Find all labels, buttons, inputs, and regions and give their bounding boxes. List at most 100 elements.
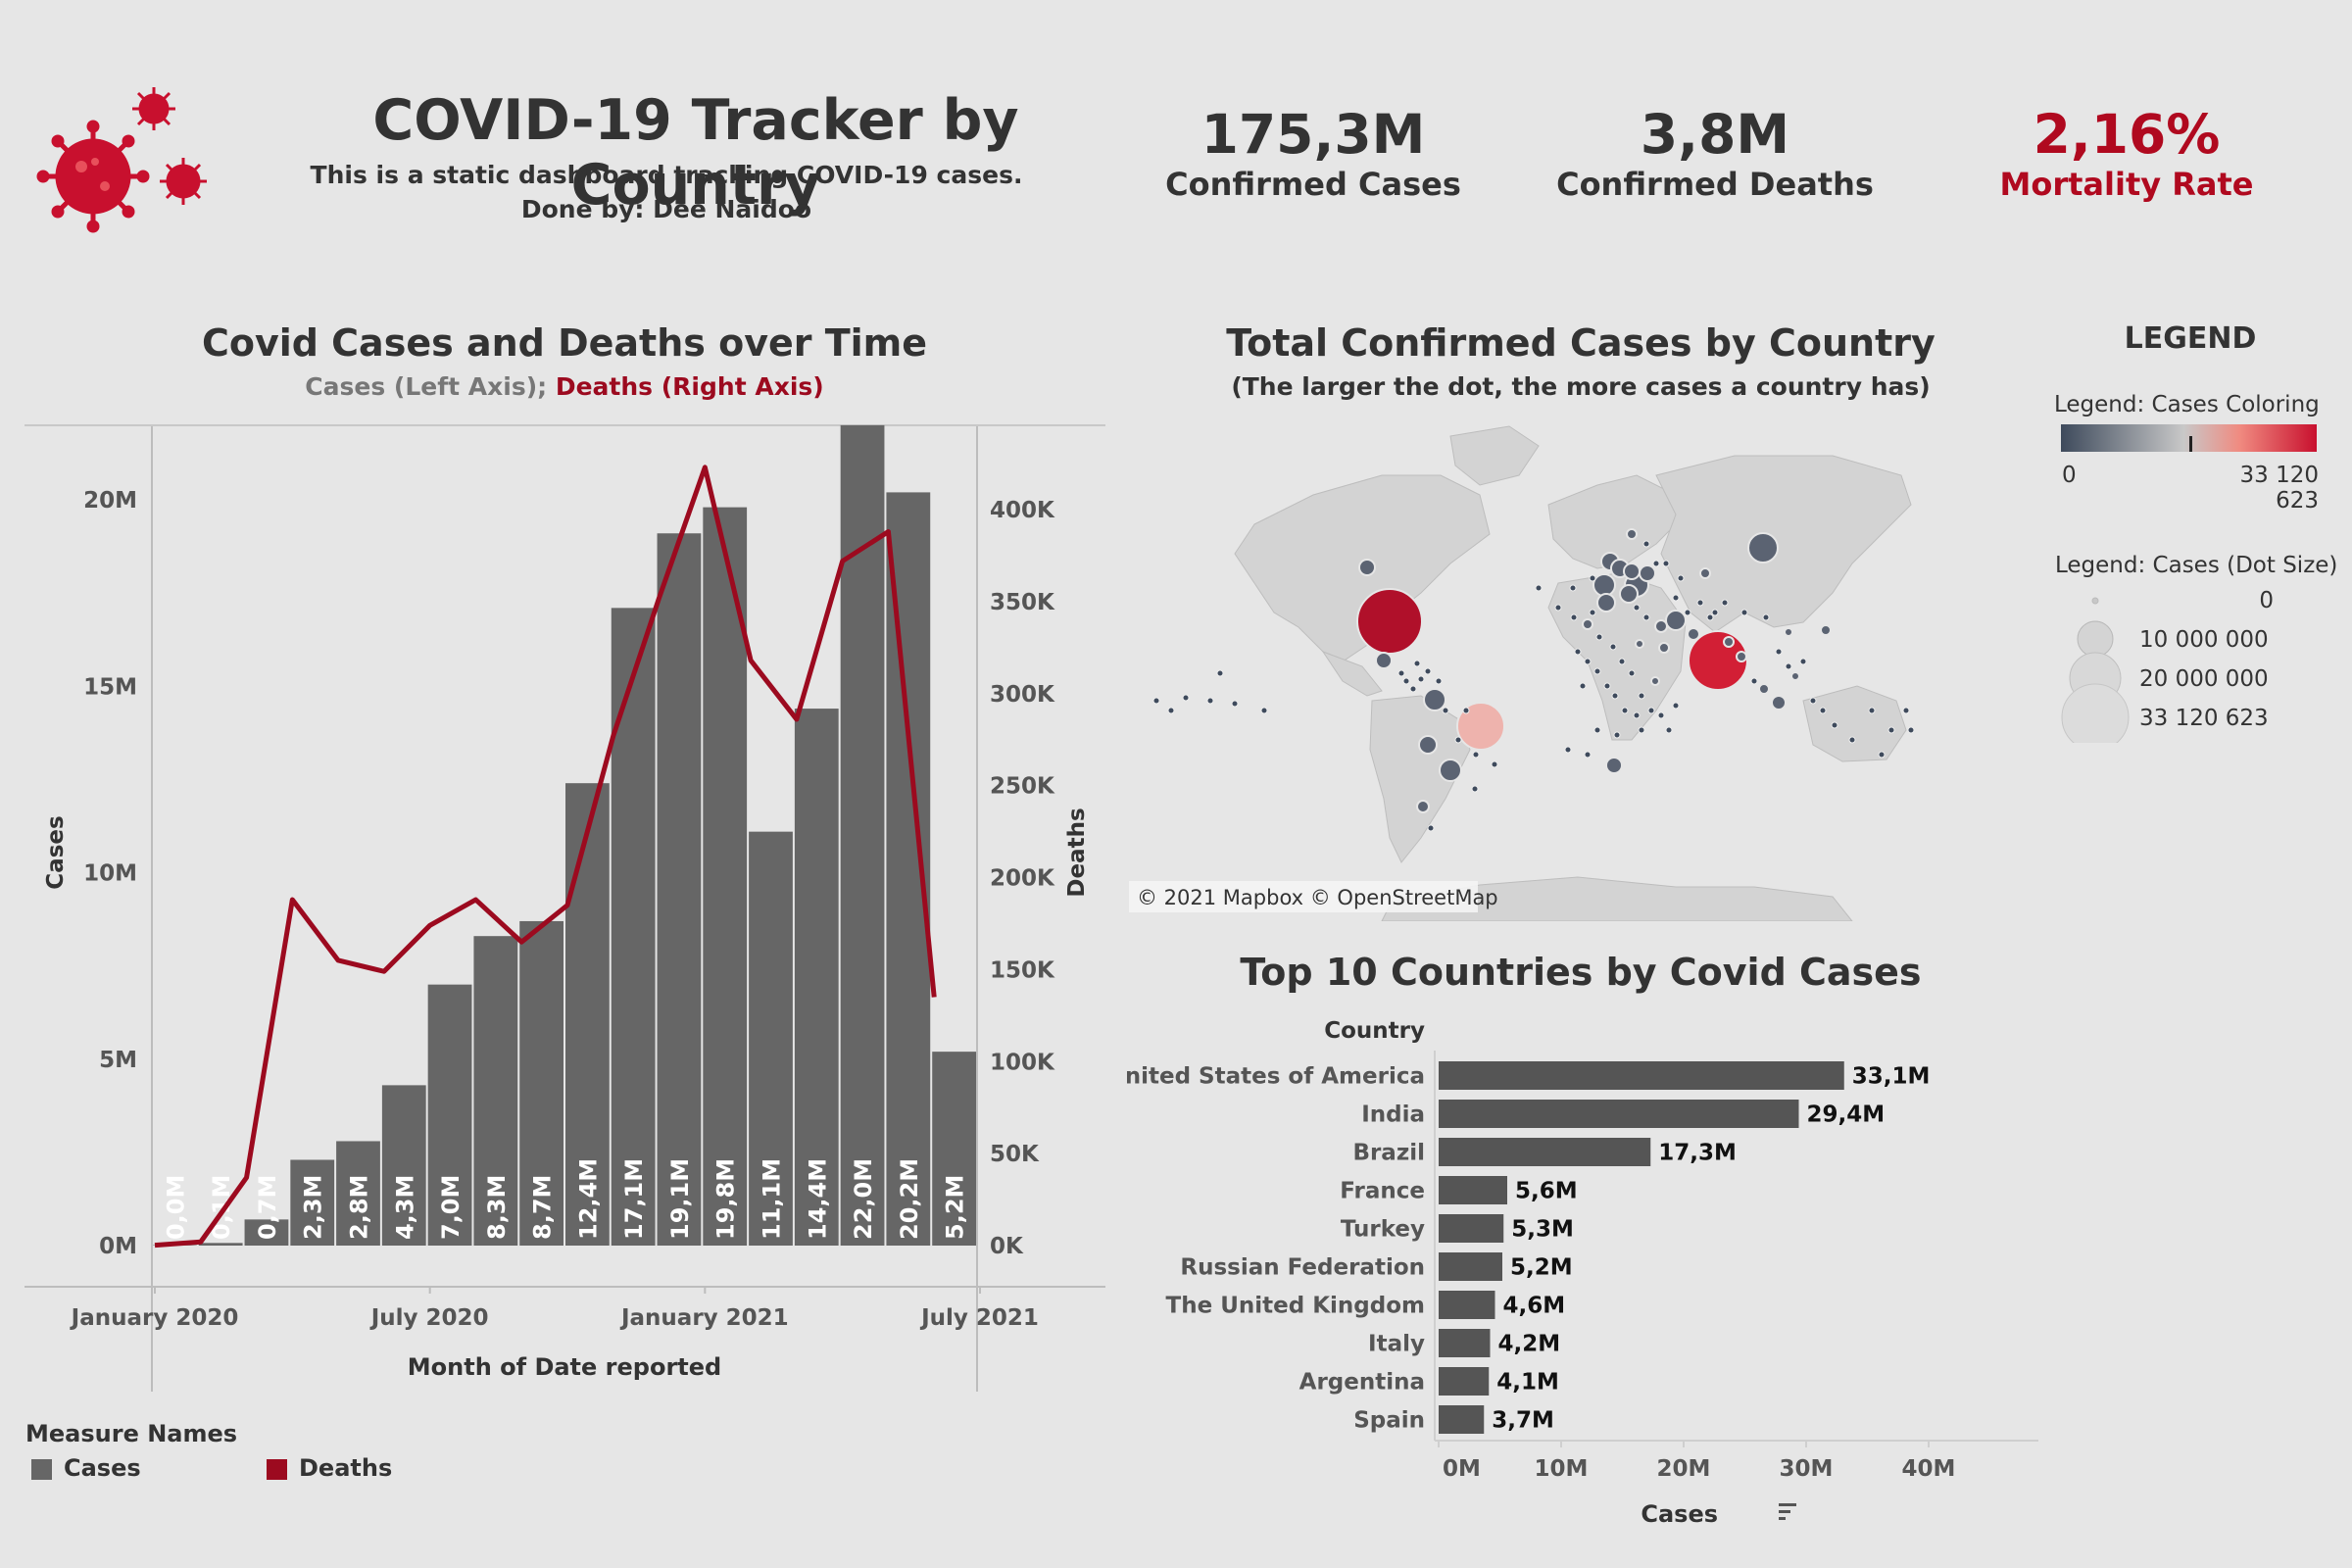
asia-shape <box>1655 455 1912 633</box>
kpi-label: Mortality Rate <box>1999 166 2254 203</box>
size-dot-0 <box>2091 597 2099 605</box>
left-tick-label: 15M <box>83 674 137 700</box>
size-legend-label-33m: 33 120 623 <box>2139 706 2269 731</box>
cases-bar <box>290 1159 335 1246</box>
sort-descending-icon[interactable] <box>1779 1503 1796 1520</box>
country-label: Russian Federation <box>1180 1255 1425 1281</box>
canada-dot <box>1358 559 1376 576</box>
country-dots <box>1152 528 1915 832</box>
country-dot-small <box>1442 707 1449 714</box>
country-dot-small <box>1397 669 1405 677</box>
page-subtitle: This is a static dashboard tracking COVI… <box>310 161 1023 189</box>
antarctica-shape <box>1381 876 1853 921</box>
iraq-dot <box>1654 619 1668 633</box>
country-dot-small <box>1633 604 1641 612</box>
virus-logo <box>24 83 220 240</box>
map-title: Total Confirmed Cases by Country <box>1226 321 1936 365</box>
country-dot-small <box>1652 560 1660 567</box>
country-bar-label: 3,7M <box>1492 1408 1554 1434</box>
right-tick-label: 100K <box>990 1050 1055 1075</box>
right-tick-label: 0K <box>990 1234 1024 1259</box>
country-dot-small <box>1762 613 1770 621</box>
x-tick-label: 0M <box>1443 1456 1481 1482</box>
legend-item-deaths[interactable]: Deaths <box>267 1454 392 1482</box>
right-axis-title: Deaths <box>1064 808 1090 897</box>
country-label: Brazil <box>1352 1141 1425 1166</box>
country-bar-label: 4,6M <box>1503 1294 1566 1319</box>
cases-bar-label: 11,1M <box>759 1158 786 1240</box>
morocco-dot <box>1582 618 1593 630</box>
iran-dot <box>1665 610 1687 631</box>
country-bar <box>1439 1214 1504 1243</box>
country-dot-small <box>1677 574 1685 582</box>
country-label: United States of America <box>1127 1064 1425 1090</box>
country-dot-small <box>1618 658 1626 665</box>
africa-shape <box>1547 572 1687 741</box>
right-tick-label: 200K <box>990 866 1055 892</box>
kpi-label: Confirmed Cases <box>1165 166 1461 203</box>
japan-dot <box>1820 624 1832 636</box>
cases-bar <box>381 1085 426 1246</box>
italy-dot <box>1619 584 1639 604</box>
poland-dot <box>1623 563 1641 580</box>
cases-bar <box>198 1243 243 1246</box>
country-dot-small <box>1472 751 1480 759</box>
country-bar-label: 29,4M <box>1807 1102 1886 1128</box>
country-dot-small <box>1848 736 1856 744</box>
country-bar-label: 4,1M <box>1496 1370 1559 1396</box>
legend-item-cases[interactable]: Cases <box>31 1454 141 1482</box>
country-dot-small <box>1593 726 1601 734</box>
country-dot-small <box>1152 697 1160 705</box>
philippines-dot <box>1790 671 1800 681</box>
saudi-dot <box>1658 642 1670 654</box>
legend-swatch-cases <box>31 1458 52 1480</box>
country-dot-small <box>1672 702 1680 710</box>
x-axis-title: Month of Date reported <box>408 1353 721 1381</box>
country-dot-small <box>1167 707 1175 714</box>
country-dot-small <box>1413 660 1421 667</box>
cases-bar-label: 5,2M <box>942 1175 969 1240</box>
kpi-mortality-rate: 2,16% Mortality Rate <box>1960 103 2293 203</box>
country-dot-small <box>1638 692 1645 700</box>
country-dot-small <box>1417 675 1425 683</box>
country-bar-label: 5,2M <box>1510 1255 1573 1281</box>
cases-bar <box>703 507 748 1246</box>
color-legend-title: Legend: Cases Coloring <box>2054 392 2320 417</box>
cases-bar-label: 22,0M <box>850 1158 877 1240</box>
country-dot-small <box>1647 707 1655 714</box>
left-axis-title: Cases <box>43 815 69 889</box>
kpi-value: 3,8M <box>1640 103 1790 166</box>
x-tick-label: July 2021 <box>919 1305 1039 1331</box>
country-label: Turkey <box>1341 1217 1425 1243</box>
country-dot-small <box>1907 726 1915 734</box>
country-dot-small <box>1427 824 1435 832</box>
country-dot-small <box>1721 599 1729 607</box>
chile-dot <box>1416 800 1430 813</box>
country-label: Italy <box>1368 1332 1425 1357</box>
world-map[interactable]: © 2021 Mapbox © OpenStreetMap <box>1127 416 1931 921</box>
cases-bar-label: 8,3M <box>483 1175 511 1240</box>
kpi-confirmed-deaths: 3,8M Confirmed Deaths <box>1548 103 1882 203</box>
cases-bar-label: 0,7M <box>254 1175 281 1240</box>
map-subtitle: (The larger the dot, the more cases a co… <box>1231 372 1931 401</box>
left-tick-label: 20M <box>83 488 137 514</box>
country-dot-small <box>1593 667 1601 675</box>
southafrica-dot <box>1605 757 1623 774</box>
country-dot-small <box>1589 574 1596 582</box>
country-bar <box>1439 1138 1651 1166</box>
country-dot-small <box>1638 726 1645 734</box>
cases-bar <box>794 709 839 1246</box>
country-dot-small <box>1402 677 1410 685</box>
right-tick-label: 250K <box>990 774 1055 800</box>
australia-shape <box>1802 685 1907 762</box>
cases-bar <box>932 1052 976 1246</box>
country-dot-small <box>1462 707 1470 714</box>
map-attribution: © 2021 Mapbox © OpenStreetMap <box>1129 881 1498 912</box>
legend-label: Deaths <box>299 1454 393 1482</box>
cases-bar-label: 14,4M <box>804 1158 831 1240</box>
malaysia-dot <box>1758 683 1770 695</box>
kpi-label: Confirmed Deaths <box>1556 166 1874 203</box>
cases-bar-label: 4,3M <box>391 1175 418 1240</box>
cases-bar <box>473 936 518 1246</box>
color-midpoint-marker <box>2189 436 2192 452</box>
